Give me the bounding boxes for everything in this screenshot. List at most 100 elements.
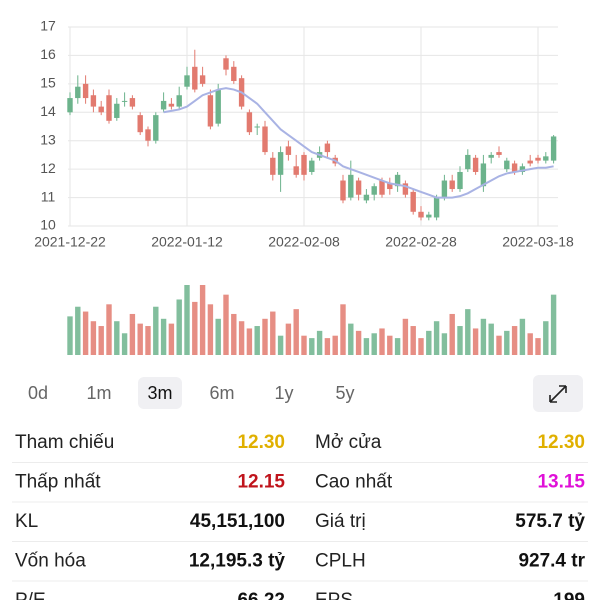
candle-body (82, 83, 89, 99)
y-tick-label: 12 (40, 160, 56, 176)
candle-body (309, 160, 315, 172)
volume-bar (348, 323, 354, 355)
candle-body (106, 95, 112, 121)
stat-value: 12,195.3 tỷ (189, 551, 286, 572)
candle-body (246, 112, 253, 133)
volume-bar (301, 335, 307, 355)
expand-icon (549, 385, 567, 403)
volume-bar (262, 318, 268, 355)
volume-bar (293, 309, 299, 355)
candle-body (457, 171, 463, 190)
candle-body (527, 160, 533, 164)
candle-body (504, 160, 510, 170)
volume-bar (129, 313, 136, 355)
moving-average-line (163, 87, 554, 199)
candle-body (543, 156, 549, 161)
candle-body (535, 157, 541, 161)
volume-bar (207, 304, 214, 355)
x-tick-label: 2022-02-28 (385, 234, 457, 250)
volume-bar (246, 328, 253, 355)
candle-body (207, 95, 214, 127)
volume-bar (387, 335, 393, 355)
volume-bar (457, 326, 463, 355)
candle-body (254, 126, 260, 128)
volume-bar (480, 318, 487, 355)
y-tick-label: 11 (41, 188, 56, 204)
volume-bar (137, 323, 143, 355)
volume-bar (441, 333, 448, 355)
y-tick-label: 13 (40, 131, 56, 147)
range-button[interactable]: 1y (274, 383, 293, 403)
candle-body (277, 152, 284, 175)
volume-bar (340, 304, 346, 355)
volume-bar (402, 318, 409, 355)
y-tick-label: 14 (40, 103, 56, 119)
volume-bar (527, 333, 533, 355)
range-button[interactable]: 1m (86, 383, 111, 403)
volume-bar (168, 323, 175, 355)
candle-body (137, 115, 143, 133)
range-selected-bg (138, 377, 182, 409)
volume-bar (82, 311, 89, 355)
stat-label: Thấp nhất (15, 472, 101, 493)
candle-body (402, 183, 409, 195)
range-button[interactable]: 5y (335, 383, 354, 403)
x-tick-label: 2021-12-22 (34, 234, 106, 250)
x-tick-label: 2022-01-12 (151, 234, 223, 250)
candle-body (215, 89, 221, 124)
y-tick-label: 15 (40, 75, 56, 91)
volume-bar (160, 318, 167, 355)
stat-value: 927.4 tr (518, 551, 585, 572)
candle-body (199, 75, 206, 84)
volume-bar (145, 326, 151, 355)
candle-body (379, 180, 385, 195)
candle-body (441, 180, 448, 198)
candle-body (153, 115, 159, 141)
candle-body (418, 211, 424, 218)
volume-bar (519, 318, 526, 355)
volume-bar (231, 313, 237, 355)
stat-label: EPS (315, 590, 353, 600)
volume-bar (496, 335, 502, 355)
candle-body (472, 157, 479, 172)
volume-bar (106, 304, 112, 355)
volume-bar (121, 333, 128, 355)
volume-bar (433, 321, 440, 355)
range-button[interactable]: 3m (147, 383, 172, 403)
volume-bar (153, 306, 159, 355)
volume-bar (394, 338, 401, 355)
stat-value: 199 (553, 590, 585, 600)
candle-body (176, 95, 182, 107)
y-tick-label: 16 (40, 46, 56, 62)
y-tick-label: 10 (40, 217, 56, 233)
candle-body (223, 58, 229, 70)
volume-bar (488, 323, 494, 355)
candle-body (496, 152, 502, 155)
stat-label: Tham chiếu (15, 432, 114, 453)
candle-body (231, 66, 237, 82)
candle-body (67, 98, 73, 113)
volume-bar (324, 338, 331, 355)
range-button[interactable]: 6m (209, 383, 234, 403)
candle-body (293, 166, 299, 175)
volume-bar (543, 321, 549, 355)
volume-bar (426, 330, 432, 355)
candle-body (465, 154, 471, 170)
stat-label: Mở cửa (315, 432, 382, 453)
candle-body (129, 98, 136, 107)
volume-bar (238, 321, 245, 355)
volume-bar (309, 338, 315, 355)
candle-body (387, 183, 393, 190)
candle-body (262, 126, 268, 153)
volume-bar (199, 285, 206, 355)
volume-bar (184, 285, 190, 355)
volume-bar (90, 321, 97, 355)
volume-bar (535, 338, 541, 355)
candle-body (348, 174, 354, 198)
volume-bar (98, 326, 104, 355)
range-button[interactable]: 0d (28, 383, 48, 403)
stat-value: 575.7 tỷ (515, 511, 585, 532)
volume-bar (285, 323, 292, 355)
